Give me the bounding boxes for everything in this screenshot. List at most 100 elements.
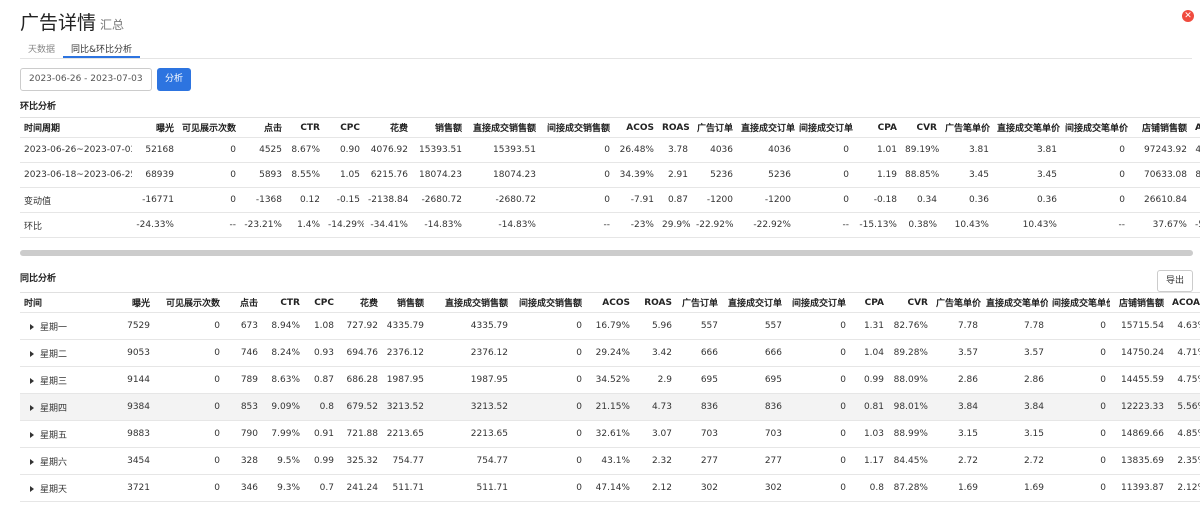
table-cell: 3213.52 xyxy=(386,402,424,412)
table-cell: 1.17 xyxy=(863,456,884,466)
expand-caret-icon[interactable] xyxy=(30,405,34,411)
tab-daily-data[interactable]: 天数据 xyxy=(28,45,56,55)
table-cell: 721.88 xyxy=(346,429,379,439)
table-cell: 511.71 xyxy=(392,483,425,493)
expand-caret-icon[interactable] xyxy=(30,324,34,330)
expand-caret-icon[interactable] xyxy=(30,378,34,384)
export-button[interactable]: 导出 xyxy=(1157,270,1193,292)
column-header: 点击 xyxy=(239,299,258,309)
table-row[interactable]: 星期二 9053 0 746 8.24% 0.93 694.76 2376.12 2376.12… xyxy=(20,340,1200,367)
table-cell: 5236 xyxy=(710,170,733,180)
table-row[interactable]: 星期六 3454 0 328 9.5% 0.99 325.32 754.77 754.77 0 43… xyxy=(20,448,1200,475)
table-cell: 1.03 xyxy=(863,429,884,439)
table-cell: 0.99 xyxy=(313,456,334,466)
table-cell: 3.84 xyxy=(1023,402,1044,412)
table-cell: 9053 xyxy=(127,348,150,358)
table-cell: 0 xyxy=(1100,483,1106,493)
table-cell: -- xyxy=(842,220,850,230)
table-cell: 70633.08 xyxy=(1144,170,1187,180)
table-cell: 2213.65 xyxy=(386,429,424,439)
row-label-cell: 环比 xyxy=(24,221,43,232)
table-cell: 2.35% xyxy=(1177,456,1200,466)
table-row[interactable]: 星期一 7529 0 673 8.94% 1.08 727.92 4335.79 4335.79… xyxy=(20,313,1200,340)
table-cell: 15715.54 xyxy=(1121,321,1164,331)
analyze-button[interactable]: 分析 xyxy=(157,68,191,91)
table-cell: 14455.59 xyxy=(1121,375,1164,385)
row-label: 星期二 xyxy=(40,349,68,360)
table-cell: 241.24 xyxy=(346,483,379,493)
table-cell: -4.61 xyxy=(1191,188,1200,213)
table-cell: 84.45% xyxy=(893,456,928,466)
table-cell: -0.18 xyxy=(873,195,897,205)
table-cell: -- xyxy=(1118,220,1126,230)
table-cell: 0 xyxy=(1119,195,1125,205)
table-cell: 89.19% xyxy=(905,145,940,155)
table-cell: 836 xyxy=(700,402,718,412)
column-header: 点击 xyxy=(263,124,282,134)
table-cell: 3.81 xyxy=(1036,145,1057,155)
table-cell: 9144 xyxy=(127,375,150,385)
mom-table: 时间周期 曝光 可见展示次数 点击 CTR CPC 花费 销售额 直接成交销售额 间接成交销售额 A… xyxy=(20,117,1200,238)
expand-caret-icon[interactable] xyxy=(30,351,34,357)
table-cell: 0 xyxy=(1100,456,1106,466)
table-cell: 754.77 xyxy=(392,456,425,466)
table-cell: 0.8 xyxy=(319,402,334,412)
tab-yoy-mom-analysis[interactable]: 同比&环比分析 xyxy=(63,38,141,58)
column-header: CTR xyxy=(280,297,300,308)
table-cell: 727.92 xyxy=(346,321,379,331)
column-header: 店铺销售额 xyxy=(1118,299,1164,309)
horizontal-scrollbar[interactable] xyxy=(20,250,1193,256)
expand-caret-icon[interactable] xyxy=(30,459,34,465)
table-cell: 0 xyxy=(230,145,236,155)
table-cell: 754.77 xyxy=(476,456,509,466)
table-cell: 302 xyxy=(764,483,782,493)
column-header: 店铺销售额 xyxy=(1141,124,1187,134)
column-header: ROAS xyxy=(662,122,690,133)
table-row: 变动值 -16771 0 -1368 0.12 -0.15 -2138.84 -2680.72… xyxy=(20,188,1200,213)
table-cell: -14.83% xyxy=(498,220,536,230)
row-label-cell: 星期天 xyxy=(20,475,116,502)
table-cell: 1.05 xyxy=(339,170,360,180)
table-row[interactable]: 星期五 9883 0 790 7.99% 0.91 721.88 2213.65 2213.65… xyxy=(20,421,1200,448)
column-header: 直接成交笔单价 xyxy=(997,124,1061,134)
table-cell: 1.01 xyxy=(876,145,897,155)
table-row[interactable]: 星期四 9384 0 853 9.09% 0.8 679.52 3213.52 3213.52 0… xyxy=(20,393,1200,421)
row-label-cell: 星期二 xyxy=(20,340,116,367)
yoy-section-title: 同比分析 xyxy=(20,274,57,284)
table-cell: 1.69 xyxy=(957,483,978,493)
table-row[interactable]: 星期天 3721 0 346 9.3% 0.7 241.24 511.71 511.71 0 47.… xyxy=(20,475,1200,502)
table-cell: 12223.33 xyxy=(1121,402,1164,412)
table-cell: 34.52% xyxy=(595,375,630,385)
table-cell: 4.85% xyxy=(1177,429,1200,439)
table-cell: 87.28% xyxy=(893,483,928,493)
yoy-table: 时间 曝光 可见展示次数 点击 CTR CPC 花费 销售额 直接成交销售额 间接成交销售额 ACO… xyxy=(20,292,1200,502)
table-cell: 0 xyxy=(840,348,846,358)
table-cell: -2680.72 xyxy=(495,195,536,205)
expand-caret-icon[interactable] xyxy=(30,432,34,438)
table-cell: 7.78 xyxy=(957,321,978,331)
table-cell: 0 xyxy=(843,195,849,205)
table-row[interactable]: 星期三 9144 0 789 8.63% 0.87 686.28 1987.95 1987.95… xyxy=(20,367,1200,394)
table-cell: 0.99 xyxy=(863,375,884,385)
table-cell: 89.28% xyxy=(893,348,928,358)
column-header: 广告笔单价 xyxy=(936,299,982,309)
table-cell: 703 xyxy=(764,429,782,439)
table-cell: 2.91 xyxy=(667,170,688,180)
date-range-input[interactable]: 2023-06-26 - 2023-07-03 xyxy=(20,68,152,91)
table-cell: 0 xyxy=(1100,429,1106,439)
table-cell: 3.45 xyxy=(968,170,989,180)
row-label-cell: 2023-06-18~2023-06-25 xyxy=(24,170,132,180)
table-cell: 3.45 xyxy=(1036,170,1057,180)
table-cell: 98.01% xyxy=(893,402,928,412)
close-icon[interactable]: ✕ xyxy=(1182,10,1194,22)
table-cell: -0.15 xyxy=(336,195,360,205)
column-header: ROAS xyxy=(644,297,672,308)
table-cell: 32.61% xyxy=(595,429,630,439)
row-label: 星期四 xyxy=(40,403,68,414)
table-cell: 0 xyxy=(214,321,220,331)
table-cell: 4036 xyxy=(710,145,733,155)
table-cell: 686.28 xyxy=(346,375,379,385)
row-label-cell: 星期一 xyxy=(20,313,116,340)
expand-caret-icon[interactable] xyxy=(30,486,34,492)
table-cell: 1987.95 xyxy=(470,375,508,385)
